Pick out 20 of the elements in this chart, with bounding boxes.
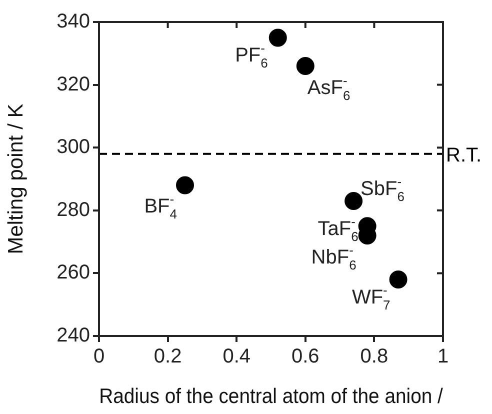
- point: [389, 270, 408, 288]
- point: [176, 176, 194, 194]
- ref-line-label: R.T.: [446, 144, 482, 166]
- y-tick-label: 240: [56, 324, 90, 347]
- x-tick-label: 0: [93, 346, 105, 368]
- y-tick-label: 260: [56, 262, 90, 284]
- point: [344, 192, 363, 210]
- x-tick-label: 1: [437, 346, 449, 368]
- y-axis-title: Melting point / K: [4, 104, 28, 254]
- y-tick-label: 340: [56, 10, 90, 33]
- y-tick-label: 300: [56, 136, 90, 158]
- point: [296, 56, 314, 75]
- y-tick-label: 280: [56, 198, 90, 221]
- x-tick-label: 0.4: [222, 346, 251, 368]
- x-tick-label: 0.8: [360, 346, 388, 368]
- x-tick-label: 0.6: [291, 346, 320, 368]
- x-axis-title: Radius of the central atom of the anion /: [99, 386, 444, 408]
- y-tick-label: 320: [56, 73, 90, 96]
- point: [268, 28, 287, 47]
- x-tick-label: 0.2: [154, 346, 182, 368]
